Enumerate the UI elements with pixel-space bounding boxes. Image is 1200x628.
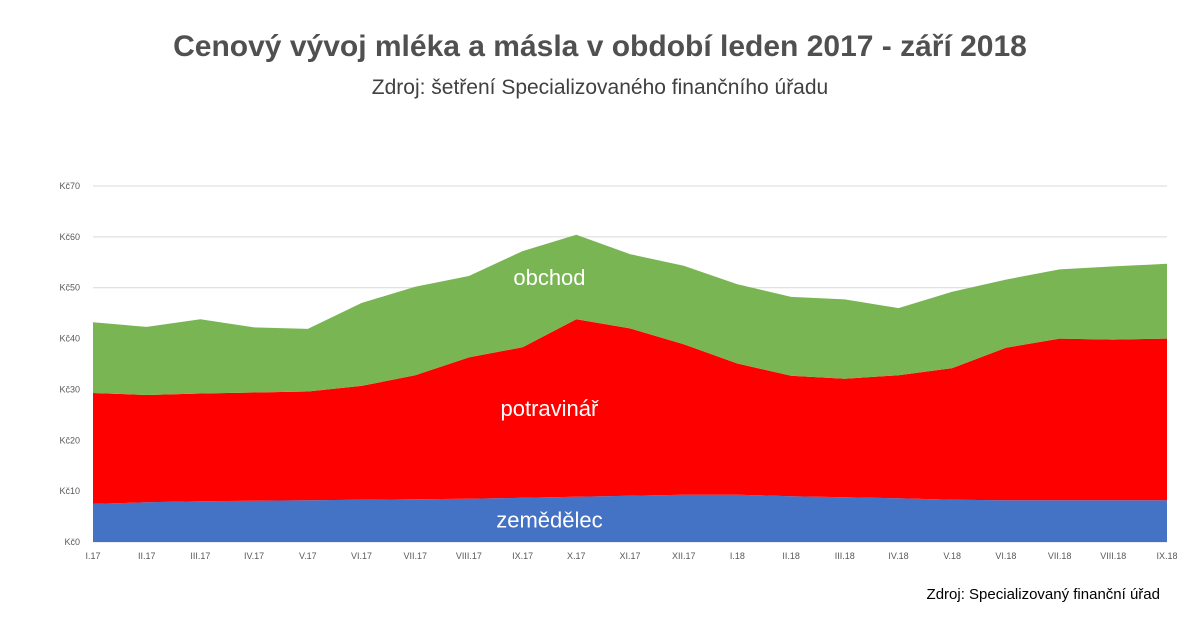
y-tick-label: Kč20 xyxy=(59,435,80,445)
x-tick-label: VI.18 xyxy=(995,551,1016,561)
x-tick-label: III.17 xyxy=(190,551,210,561)
y-tick-label: Kč40 xyxy=(59,334,80,344)
x-tick-label: I.18 xyxy=(730,551,745,561)
chart-title: Cenový vývoj mléka a másla v období lede… xyxy=(173,30,1027,63)
x-tick-label: IX.17 xyxy=(512,551,533,561)
area-zemedelec xyxy=(93,494,1167,542)
series-label-zemedelec: zemědělec xyxy=(496,507,602,532)
x-tick-label: XI.17 xyxy=(619,551,640,561)
y-axis-tick-labels: Kč0 Kč10 Kč20 Kč30 Kč40 Kč50 Kč60 Kč70 xyxy=(59,181,80,547)
x-tick-label: IV.18 xyxy=(888,551,908,561)
x-tick-label: I.17 xyxy=(85,551,100,561)
x-tick-label: V.17 xyxy=(299,551,317,561)
y-tick-label: Kč50 xyxy=(59,283,80,293)
chart-subtitle: Zdroj: šetření Specializovaného finanční… xyxy=(371,76,829,99)
y-tick-label: Kč70 xyxy=(59,181,80,191)
x-tick-label: IX.18 xyxy=(1156,551,1177,561)
x-tick-label: VIII.17 xyxy=(456,551,482,561)
x-tick-label: II.17 xyxy=(138,551,156,561)
x-tick-label: V.18 xyxy=(943,551,961,561)
x-tick-label: X.17 xyxy=(567,551,586,561)
y-tick-label: Kč60 xyxy=(59,232,80,242)
x-tick-label: VII.18 xyxy=(1048,551,1072,561)
x-tick-label: VIII.18 xyxy=(1100,551,1126,561)
series-label-potravinar: potravinář xyxy=(501,396,600,421)
area-obchod xyxy=(93,234,1167,395)
area-potravinar xyxy=(93,319,1167,504)
x-tick-label: III.18 xyxy=(835,551,855,561)
source-note: Zdroj: Specializovaný finanční úřad xyxy=(926,586,1160,603)
x-tick-label: VII.17 xyxy=(403,551,427,561)
area-series xyxy=(93,234,1167,542)
y-tick-label: Kč10 xyxy=(59,486,80,496)
x-tick-label: II.18 xyxy=(782,551,800,561)
y-tick-label: Kč0 xyxy=(64,537,80,547)
x-axis-tick-labels: I.17 II.17 III.17 IV.17 V.17 VI.17 VII.17 VIII.… xyxy=(85,551,1177,561)
series-labels: zemědělec potravinář obchod xyxy=(496,265,602,532)
series-label-obchod: obchod xyxy=(513,265,585,290)
x-tick-label: VI.17 xyxy=(351,551,372,561)
x-tick-label: XII.17 xyxy=(672,551,696,561)
x-tick-label: IV.17 xyxy=(244,551,264,561)
y-tick-label: Kč30 xyxy=(59,384,80,394)
